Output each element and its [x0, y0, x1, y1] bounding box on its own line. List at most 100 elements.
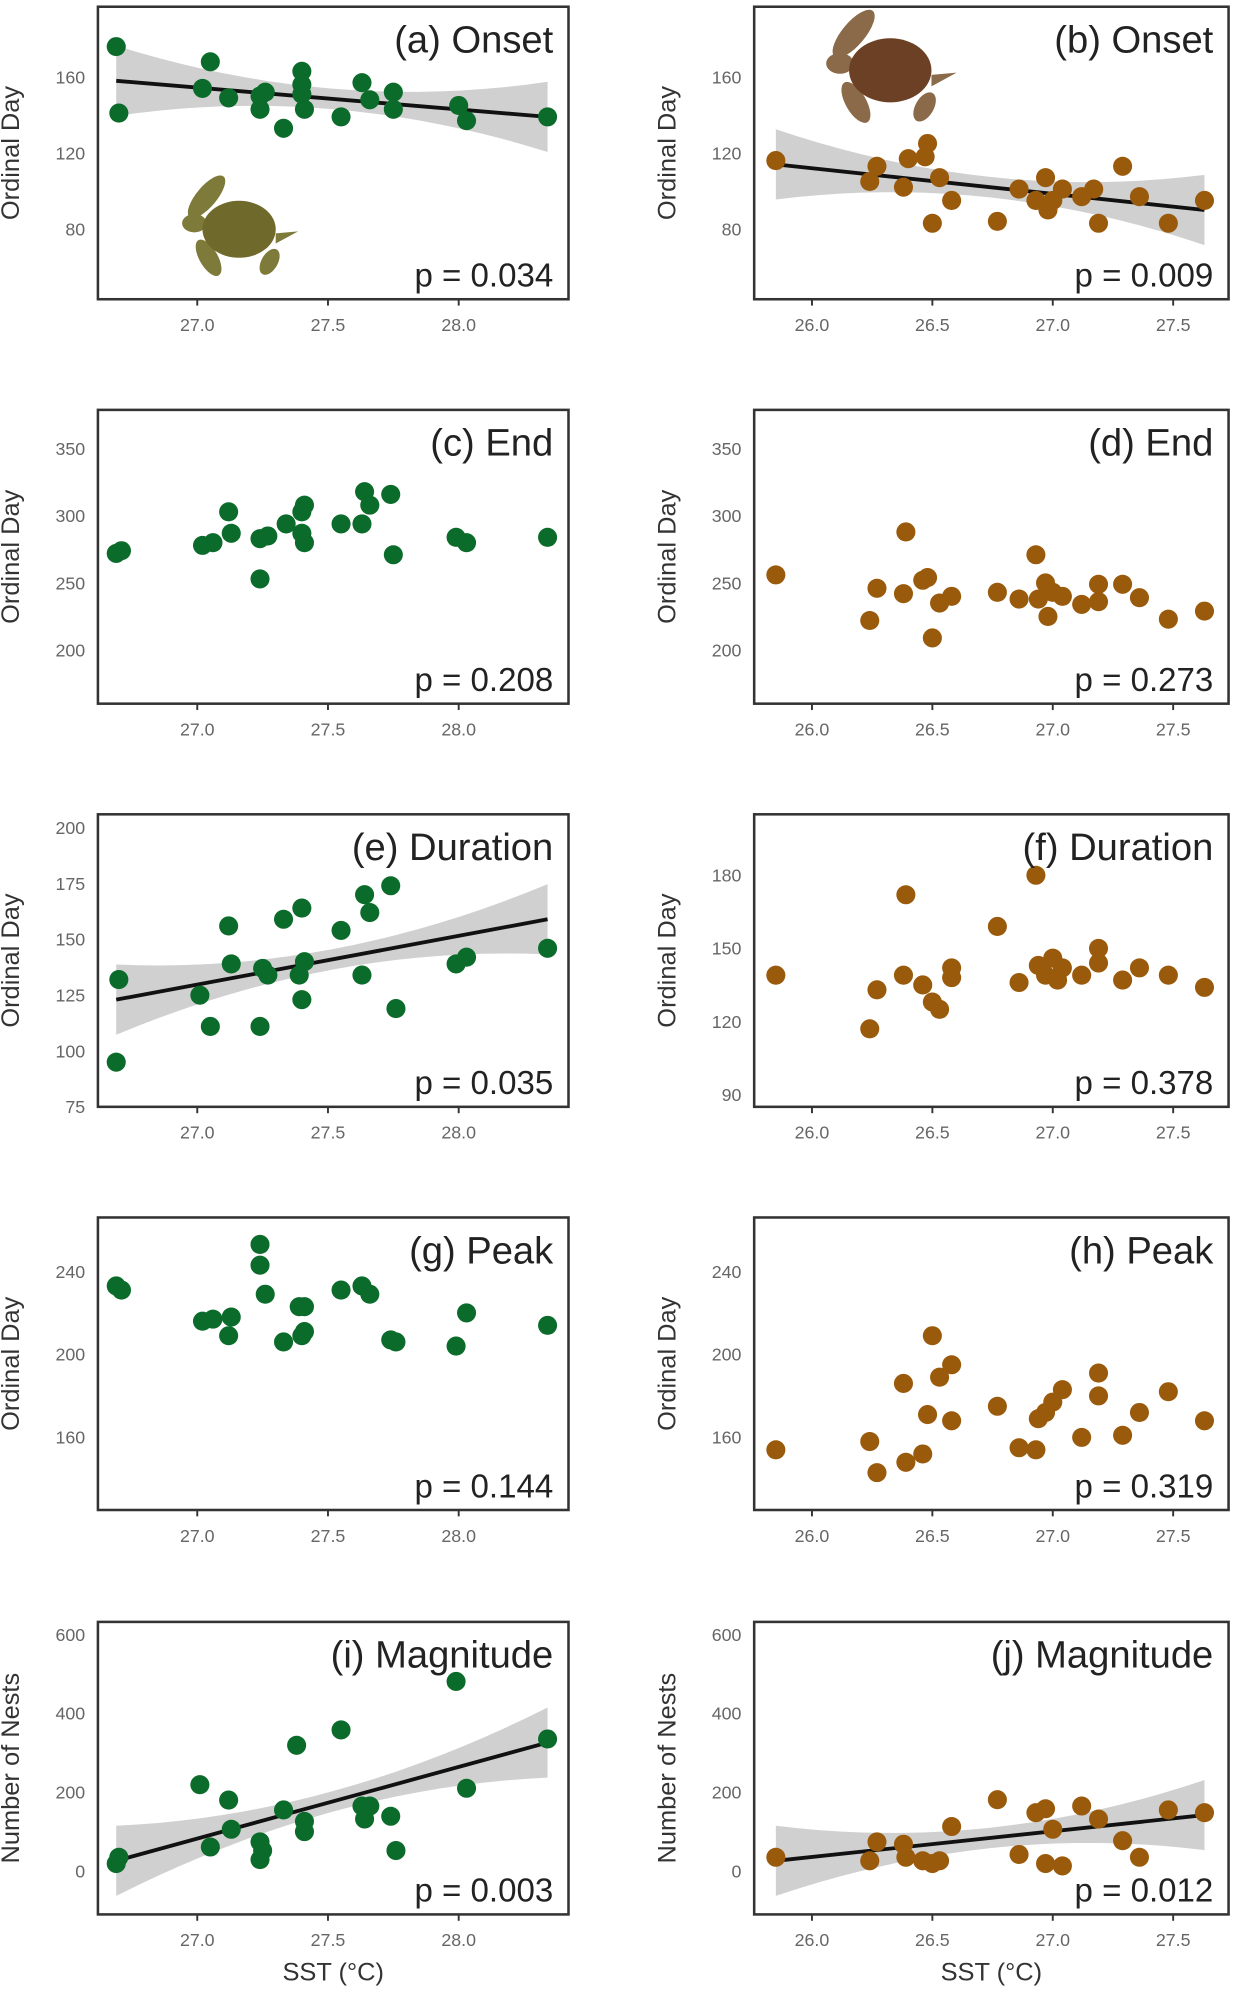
data-point [1113, 156, 1133, 176]
data-point [250, 1016, 270, 1036]
data-point [867, 578, 887, 598]
x-tick-label: 28.0 [441, 1526, 476, 1546]
plot-frame [752, 813, 1230, 1109]
data-point [360, 90, 380, 110]
data-point [221, 1307, 241, 1327]
data-point [930, 168, 950, 188]
data-point [1084, 179, 1104, 199]
x-tick-label: 26.5 [915, 1526, 950, 1546]
data-point [860, 1019, 880, 1039]
x-tick-label: 27.5 [1156, 1930, 1191, 1950]
data-point [1158, 213, 1178, 233]
x-tick-label: 27.5 [1156, 1526, 1191, 1546]
data-point [331, 1720, 351, 1740]
data-point [987, 211, 1007, 231]
panel-e: 27.0 27.5 28.0 75 100 125 150 175 200 Ordinal Day… [0, 813, 570, 1143]
data-point [292, 61, 312, 81]
y-tick-label: 600 [56, 1625, 86, 1645]
panel-i: 27.0 27.5 28.0 0 200 400 600 Number of Nests SST… [0, 1620, 570, 1987]
panel-a: 27.0 27.5 28.0 80 120 160 Ordinal Day (a) Onset… [0, 5, 570, 335]
data-point [386, 1841, 406, 1861]
y-tick-label: 200 [712, 1345, 742, 1365]
data-point [987, 1396, 1007, 1416]
x-tick-label: 26.0 [795, 1930, 830, 1950]
plot-frame [96, 1216, 570, 1512]
y-tick-label: 100 [56, 1041, 86, 1061]
x-tick-label: 27.5 [1156, 1123, 1191, 1143]
data-point [1009, 1844, 1029, 1865]
data-point [111, 1280, 131, 1300]
data-point [292, 990, 312, 1010]
data-point [867, 980, 887, 1000]
data-point [1129, 588, 1149, 608]
data-point [190, 985, 210, 1005]
data-point [867, 156, 887, 176]
y-tick-label: 350 [56, 439, 86, 459]
data-point [1052, 586, 1072, 606]
data-point [1088, 574, 1109, 594]
data-point [456, 947, 477, 967]
panel-d: 26.0 26.5 27.0 27.5 200 250 300 350 Ordinal Day (… [653, 408, 1230, 739]
y-tick-label: 400 [56, 1704, 86, 1724]
data-point [381, 1806, 401, 1826]
data-point [987, 582, 1007, 602]
y-tick-label: 120 [712, 143, 742, 163]
data-point [352, 514, 372, 534]
data-point [106, 37, 126, 57]
y-axis-label: Ordinal Day [0, 86, 25, 221]
x-tick-label: 26.5 [915, 1123, 950, 1143]
panel-f: 26.0 26.5 27.0 27.5 90 120 150 180 Ordinal Day (f… [653, 813, 1230, 1143]
data-point [922, 213, 942, 233]
data-point [219, 916, 239, 936]
trend-line [115, 917, 548, 1002]
p-value: p = 0.009 [1075, 258, 1214, 295]
data-point [355, 885, 375, 905]
data-point [918, 568, 938, 588]
data-point [294, 952, 314, 972]
x-tick-label: 27.5 [311, 315, 346, 335]
x-tick-label: 27.0 [1035, 719, 1070, 739]
y-tick-label: 160 [712, 1428, 742, 1448]
data-point [1009, 589, 1029, 609]
x-tick-label: 27.0 [180, 315, 215, 335]
x-tick-label: 26.0 [795, 719, 830, 739]
data-point [930, 999, 950, 1019]
data-point [331, 1280, 351, 1300]
data-point [109, 103, 129, 123]
data-point [1052, 179, 1072, 199]
panel-g: 27.0 27.5 28.0 160 200 240 Ordinal Day (g) Peak… [0, 1216, 570, 1546]
data-point [352, 965, 372, 985]
data-point [1072, 965, 1092, 985]
data-point [893, 965, 914, 985]
data-point [987, 916, 1007, 936]
plot-frame [96, 1620, 570, 1916]
data-point [1113, 574, 1133, 594]
x-tick-label: 27.5 [311, 1123, 346, 1143]
p-value: p = 0.034 [414, 258, 553, 295]
y-axis-label: Ordinal Day [0, 489, 25, 624]
data-point [1129, 187, 1149, 207]
data-point [860, 1431, 880, 1452]
x-tick-label: 27.0 [180, 1526, 215, 1546]
data-point [383, 545, 403, 565]
y-tick-label: 150 [56, 930, 86, 950]
y-tick-label: 80 [65, 219, 85, 239]
data-point [942, 586, 962, 606]
data-point [1026, 1440, 1046, 1460]
data-point [360, 1796, 380, 1816]
trend-line [115, 1740, 549, 1863]
y-tick-label: 200 [712, 1783, 742, 1803]
data-point [360, 495, 380, 515]
data-point [360, 1284, 380, 1304]
y-axis-label: Ordinal Day [653, 893, 681, 1028]
panel-title: (f) Duration [1023, 826, 1214, 869]
data-point [1072, 1796, 1092, 1816]
x-tick-label: 28.0 [441, 1930, 476, 1950]
data-point [1194, 1411, 1215, 1431]
data-point [274, 1332, 294, 1352]
data-point [942, 1355, 962, 1375]
data-point [1072, 1427, 1092, 1447]
data-point [258, 526, 278, 546]
plot-frame [752, 1620, 1230, 1916]
data-point [860, 1851, 880, 1871]
